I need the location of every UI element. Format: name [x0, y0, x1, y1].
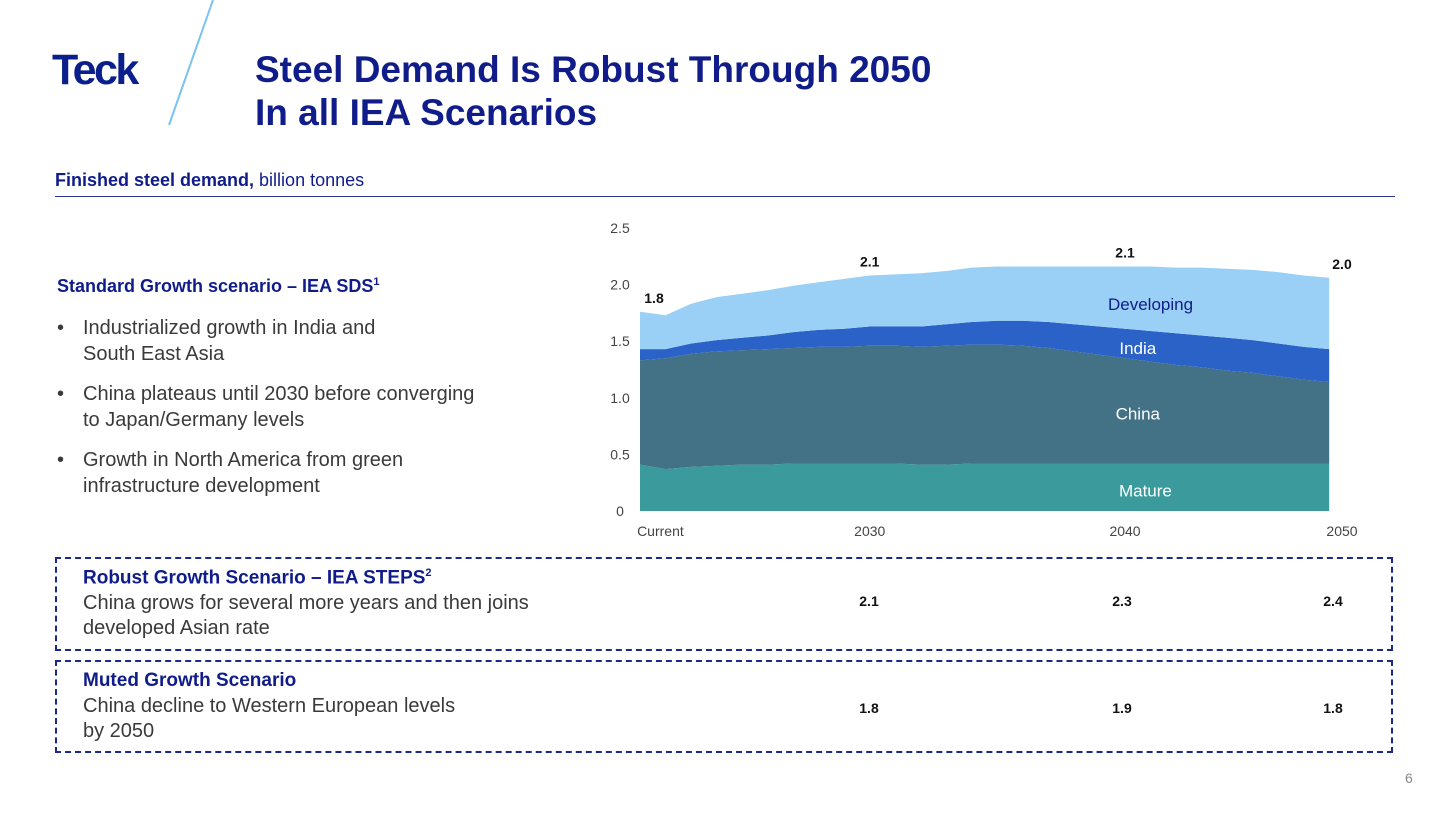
- y-tick-label: 2.0: [610, 277, 630, 293]
- series-label-developing: Developing: [1108, 295, 1193, 314]
- robust-heading-text: Robust Growth Scenario – IEA STEPS: [83, 567, 426, 589]
- x-tick-label: 2040: [1109, 523, 1140, 539]
- bullet-line: to Japan/Germany levels: [83, 409, 305, 431]
- series-label-india: India: [1119, 339, 1156, 358]
- series-label-china: China: [1116, 405, 1161, 424]
- robust-scenario-text: China grows for several more years and t…: [83, 591, 623, 641]
- steel-demand-chart: 0 0.5 1.0 1.5 2.0 2.5 Current 2030 2040 2050 1.8 2.…: [610, 220, 1358, 539]
- x-tick-label: 2030: [854, 523, 885, 539]
- y-tick-label: 0: [616, 503, 624, 519]
- x-tick-label: 2050: [1326, 523, 1357, 539]
- muted-value-2030: 1.8: [859, 700, 879, 716]
- header-divider: [55, 196, 1395, 197]
- page-number: 6: [1405, 770, 1413, 786]
- area-developing: [640, 266, 1330, 350]
- subtitle-unit: billion tonnes: [254, 170, 365, 190]
- y-tick-label: 0.5: [610, 446, 630, 462]
- robust-value-2050: 2.4: [1323, 593, 1343, 609]
- standard-footnote-mark: 1: [373, 276, 380, 288]
- bullet-item: • Industrialized growth in India and South…: [57, 315, 577, 367]
- robust-scenario-box: Robust Growth Scenario – IEA STEPS2 Chin…: [55, 557, 1393, 651]
- bullet-line: Industrialized growth in India and: [83, 317, 376, 339]
- y-tick-label: 2.5: [610, 220, 630, 236]
- bullet-item: • Growth in North America from green infra…: [57, 447, 577, 499]
- bullet-line: Growth in North America from green: [83, 449, 404, 471]
- standard-heading-text: Standard Growth scenario – IEA SDS: [57, 276, 374, 296]
- muted-line: China decline to Western European levels: [83, 695, 456, 717]
- bullet-line: South East Asia: [83, 343, 225, 365]
- robust-footnote-mark: 2: [425, 567, 432, 579]
- bullet-dot-icon: •: [57, 383, 65, 405]
- area-india: [640, 320, 1330, 382]
- y-tick-label: 1.0: [610, 390, 630, 406]
- x-tick-label: Current: [637, 523, 684, 539]
- logo-slash-decoration: [168, 0, 214, 126]
- page-title: Steel Demand Is Robust Through 2050 In a…: [255, 48, 931, 134]
- robust-scenario-heading: Robust Growth Scenario – IEA STEPS2: [83, 567, 432, 589]
- muted-scenario-heading: Muted Growth Scenario: [83, 670, 297, 691]
- data-label: 2.1: [1115, 244, 1135, 260]
- y-tick-label: 1.5: [610, 333, 630, 349]
- area-mature: [640, 463, 1330, 511]
- bullet-line: China plateaus until 2030 before converg…: [83, 383, 475, 405]
- robust-line: China grows for several more years and t…: [83, 592, 529, 614]
- area-china: [640, 344, 1330, 470]
- standard-scenario-heading: Standard Growth scenario – IEA SDS1: [57, 276, 380, 297]
- muted-line: by 2050: [83, 720, 155, 742]
- muted-value-2050: 1.8: [1323, 700, 1343, 716]
- standard-bullets: • Industrialized growth in India and South…: [57, 315, 577, 513]
- robust-value-2040: 2.3: [1112, 593, 1132, 609]
- bullet-line: infrastructure development: [83, 475, 320, 497]
- muted-scenario-box: Muted Growth Scenario China decline to W…: [55, 660, 1393, 753]
- teck-logo: Teck: [52, 46, 139, 94]
- title-line-2: In all IEA Scenarios: [255, 92, 598, 133]
- title-line-1: Steel Demand Is Robust Through 2050: [255, 49, 932, 90]
- data-label: 1.8: [644, 290, 664, 306]
- chart-subtitle: Finished steel demand, billion tonnes: [55, 170, 364, 191]
- bullet-item: • China plateaus until 2030 before conver…: [57, 381, 577, 433]
- series-label-mature: Mature: [1119, 482, 1172, 501]
- bullet-dot-icon: •: [57, 449, 65, 471]
- bullet-dot-icon: •: [57, 317, 65, 339]
- robust-line: developed Asian rate: [83, 617, 270, 639]
- robust-value-2030: 2.1: [859, 593, 879, 609]
- data-label: 2.0: [1332, 256, 1352, 272]
- muted-value-2040: 1.9: [1112, 700, 1132, 716]
- subtitle-bold: Finished steel demand,: [55, 170, 255, 190]
- muted-scenario-text: China decline to Western European levels…: [83, 694, 623, 744]
- data-label: 2.1: [860, 254, 880, 270]
